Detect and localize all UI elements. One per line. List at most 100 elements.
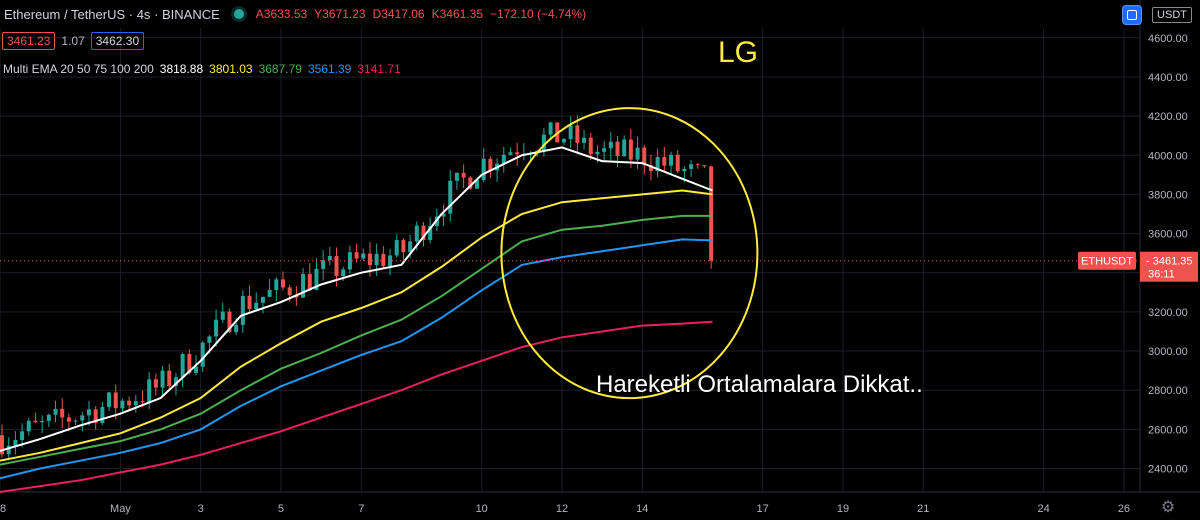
candle-body <box>287 287 292 296</box>
symbol-label: ETHUSDT <box>1081 256 1133 268</box>
candle-body <box>327 255 332 261</box>
candle-body <box>194 366 199 373</box>
y-tick-label: 3200.00 <box>1148 307 1188 319</box>
current-price-box <box>1140 251 1198 282</box>
candle-body <box>709 166 714 261</box>
symbol-title[interactable]: Ethereum / TetherUS · 4s · BINANCE <box>4 6 220 22</box>
candle-body <box>234 324 239 333</box>
candle-body <box>428 225 433 240</box>
candle-body <box>367 253 372 266</box>
currency-button[interactable]: USDT <box>1152 7 1192 23</box>
candle-body <box>582 137 587 143</box>
ema-indicator-title: Multi EMA 20 50 75 100 200 <box>3 62 154 76</box>
ema-line-ema-20 <box>0 146 713 452</box>
candle-body <box>107 392 112 407</box>
close-value: K3461.35 <box>431 7 483 21</box>
x-tick-label: 21 <box>917 503 929 515</box>
sell-price-button[interactable]: 3461.23 <box>2 32 56 50</box>
ema-legend[interactable]: Multi EMA 20 50 75 100 200 3818.88 3801.… <box>3 62 401 76</box>
candle-body <box>86 409 91 416</box>
x-tick-label: 7 <box>358 503 364 515</box>
candle-body <box>160 370 165 388</box>
candle-body <box>635 147 640 160</box>
y-tick-label: 3800.00 <box>1148 189 1188 201</box>
candle-body <box>354 252 359 259</box>
candle-body <box>394 240 399 256</box>
candle-body <box>13 439 18 446</box>
candle-body <box>46 414 51 421</box>
candle-body <box>421 225 426 240</box>
candle-body <box>682 168 687 172</box>
ema-75-value: 3687.79 <box>258 62 302 76</box>
candle-body <box>113 392 118 409</box>
x-tick-label: 14 <box>636 503 648 515</box>
annotation-ellipse <box>500 107 759 400</box>
candle-body <box>461 172 466 178</box>
candle-body <box>180 353 185 378</box>
candle-body <box>301 273 306 298</box>
x-tick-label: 3 <box>198 503 204 515</box>
y-tick-label: 4600.00 <box>1148 33 1188 45</box>
candle-body <box>602 148 607 152</box>
candle-body <box>414 225 419 242</box>
candle-body <box>247 295 252 310</box>
candle-body <box>648 165 653 172</box>
candle-body <box>120 400 125 409</box>
candle-body <box>615 141 620 156</box>
y-tick-label: 2400.00 <box>1148 464 1188 476</box>
candle-body <box>669 154 674 166</box>
x-tick-label: 24 <box>1038 503 1050 515</box>
candle-body <box>66 417 71 422</box>
market-status-icon <box>233 9 244 19</box>
current-price-label: - 3461.35 <box>1146 256 1192 268</box>
x-tick-label: 26 <box>1118 503 1130 515</box>
candle-body <box>127 400 132 406</box>
candle-body <box>454 172 459 181</box>
fullscreen-icon[interactable] <box>1122 5 1143 25</box>
candle-body <box>662 157 667 166</box>
candle-body <box>515 152 520 155</box>
candle-body <box>508 152 513 155</box>
candle-body <box>93 409 98 424</box>
y-tick-label: 4000.00 <box>1148 150 1188 162</box>
x-tick-label: 5 <box>278 503 284 515</box>
candle-body <box>374 253 379 266</box>
candle-body <box>153 379 158 388</box>
y-tick-label: 3000.00 <box>1148 346 1188 358</box>
candle-body <box>6 445 11 455</box>
x-tick-label: 19 <box>837 503 849 515</box>
candle-body <box>642 147 647 166</box>
candle-body <box>53 408 58 415</box>
y-tick-label: 2800.00 <box>1148 385 1188 397</box>
candle-body <box>220 311 225 320</box>
candle-body <box>501 154 506 164</box>
candle-body <box>695 164 700 166</box>
ema-20-value: 3818.88 <box>159 62 204 76</box>
candle-body <box>33 420 38 423</box>
candle-body <box>60 408 65 418</box>
x-tick-label: May <box>110 503 131 515</box>
candle-body <box>73 420 78 422</box>
candle-body <box>675 154 680 172</box>
candle-body <box>40 420 45 423</box>
candle-body <box>267 289 272 297</box>
gear-icon[interactable]: ⚙ <box>1161 499 1175 516</box>
candle-body <box>274 279 279 290</box>
buy-price-button[interactable]: 3462.30 <box>90 32 145 50</box>
candle-body <box>100 406 105 424</box>
ema-200-value: 3141.71 <box>357 62 401 76</box>
ema-line-ema-75 <box>0 214 713 466</box>
chart-top-right-controls: USDT <box>1122 5 1192 25</box>
candle-body <box>227 311 232 333</box>
x-tick-label: 12 <box>556 503 568 515</box>
candle-body <box>488 158 493 171</box>
candle-body <box>321 260 326 269</box>
candle-body <box>26 420 31 432</box>
candle-body <box>408 241 413 253</box>
y-tick-label: 4200.00 <box>1148 111 1188 123</box>
open-value: A3633.53 <box>255 7 308 21</box>
candle-body <box>441 213 446 217</box>
candle-body <box>80 415 85 421</box>
